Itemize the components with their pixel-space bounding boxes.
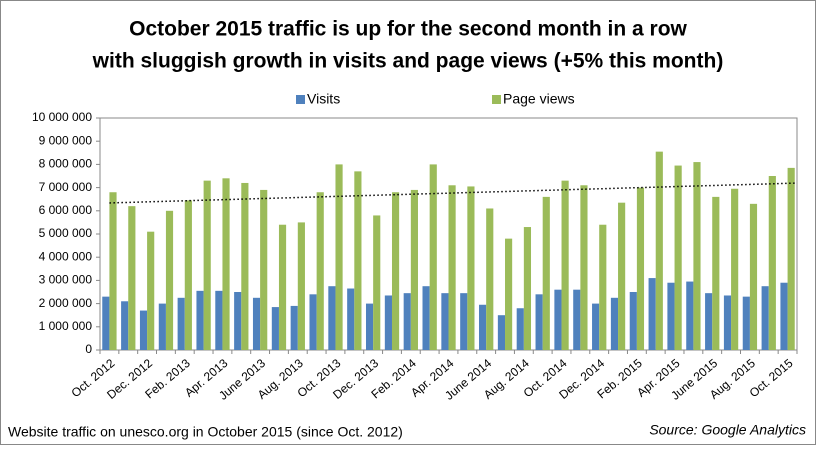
bar [184, 200, 192, 350]
bar [580, 185, 588, 350]
bar [147, 231, 155, 350]
bar [139, 310, 148, 350]
bar [761, 286, 769, 350]
bar [497, 315, 506, 350]
y-tick-label: 4 000 000 [39, 249, 93, 263]
bar [384, 295, 392, 350]
y-tick-label: 1 000 000 [39, 319, 93, 333]
bar [667, 282, 675, 350]
bar [505, 238, 513, 350]
y-tick-label: 2 000 000 [39, 296, 93, 310]
bar [203, 180, 211, 350]
bar [629, 292, 637, 350]
legend-swatch [296, 95, 305, 104]
bar [290, 305, 298, 350]
y-tick-label: 6 000 000 [39, 203, 93, 217]
bar [165, 210, 174, 350]
bar [479, 304, 487, 350]
bar [196, 290, 204, 350]
bar [252, 297, 261, 350]
bar [573, 289, 581, 350]
bar [712, 196, 720, 350]
bar [309, 294, 317, 350]
bar [354, 171, 362, 350]
bar [297, 222, 305, 350]
bar [448, 185, 456, 350]
bar [787, 167, 795, 350]
bar [686, 281, 694, 350]
bar [215, 290, 223, 350]
legend-swatch [492, 95, 501, 104]
chart-title: October 2015 traffic is up for the secon… [129, 18, 687, 41]
bar [271, 307, 279, 350]
y-tick-label: 10 000 000 [32, 110, 92, 124]
source: Source: Google Analytics [649, 422, 806, 438]
bar [347, 288, 355, 350]
bar [422, 286, 430, 350]
bar [655, 151, 663, 350]
bar [391, 192, 400, 350]
bar [731, 188, 739, 350]
bar [723, 295, 732, 350]
footnote: Website traffic on unesco.org in October… [8, 424, 403, 440]
trendline [109, 182, 798, 204]
bar [121, 301, 129, 350]
bar [109, 192, 117, 350]
bar [328, 286, 336, 350]
bar [365, 303, 374, 350]
bar [486, 208, 494, 350]
bar [674, 165, 682, 350]
bar [599, 224, 607, 350]
bar [693, 162, 701, 350]
y-tick-label: 8 000 000 [39, 157, 93, 171]
bar [705, 293, 713, 350]
bar [523, 227, 532, 350]
bar [749, 203, 758, 350]
bar [234, 292, 242, 350]
bar [636, 187, 645, 350]
bar [561, 180, 569, 350]
bar [542, 196, 550, 350]
bar [260, 189, 268, 350]
legend-label: Visits [307, 91, 340, 107]
y-tick-label: 7 000 000 [39, 180, 93, 194]
bar [278, 224, 287, 350]
bar [410, 189, 418, 350]
bar [102, 296, 110, 350]
bar [742, 296, 750, 350]
bar [222, 178, 230, 350]
bar [316, 192, 324, 350]
bar [158, 303, 166, 350]
bar [554, 289, 562, 350]
bar [467, 186, 475, 350]
bar [618, 202, 626, 350]
bar [780, 282, 788, 350]
bar [516, 308, 524, 350]
y-tick-label: 0 [85, 342, 92, 356]
bar [241, 182, 249, 350]
bar [648, 278, 656, 350]
bar [177, 297, 185, 350]
bar [610, 297, 619, 350]
y-tick-label: 3 000 000 [39, 273, 93, 287]
chart-title: with sluggish growth in visits and page … [92, 50, 724, 73]
bar [429, 164, 437, 350]
bar [403, 293, 411, 350]
bar [460, 293, 468, 350]
bar [592, 303, 600, 350]
y-tick-label: 5 000 000 [39, 226, 93, 240]
y-tick-label: 9 000 000 [39, 133, 93, 147]
bar [768, 176, 776, 350]
bar [535, 294, 543, 350]
bar [373, 215, 381, 350]
bar [441, 293, 449, 350]
legend-label: Page views [503, 91, 575, 107]
bar [128, 206, 136, 350]
bar [335, 164, 343, 350]
